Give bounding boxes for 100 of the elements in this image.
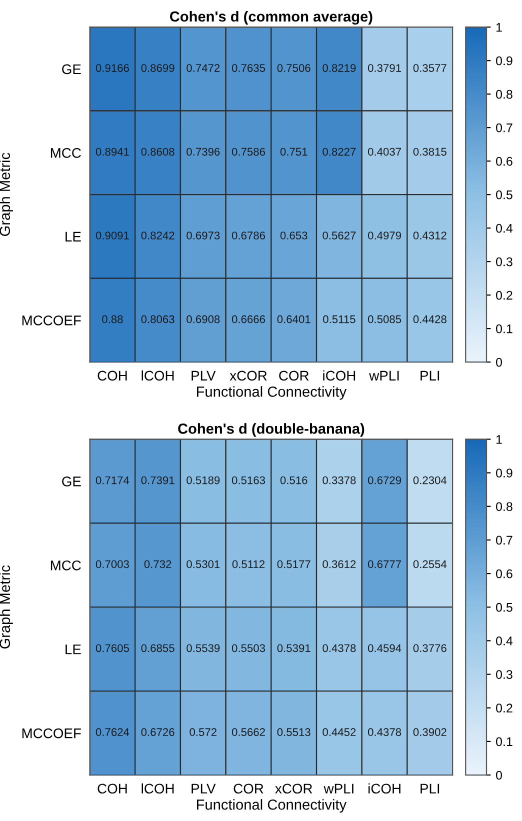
data-label: 0.7586 <box>232 148 266 156</box>
color-bar-label: 0.1 <box>496 324 512 334</box>
data-label: 0.7605 <box>96 644 129 652</box>
data-label: 0.8063 <box>141 315 174 324</box>
data-label: 0.5301 <box>186 560 220 568</box>
data-label: 0.5662 <box>232 728 265 736</box>
data-label: 0.88 <box>102 315 123 324</box>
color-bar-label: 0.8 <box>496 502 512 512</box>
y-tick-label: MCCOEF <box>22 316 81 326</box>
y-tick-label: MCC <box>50 560 81 570</box>
color-bar-label: 0.3 <box>496 670 512 679</box>
y-tick-label: MCCOEF <box>22 728 81 738</box>
x-tick-label: lCOH <box>142 370 174 381</box>
data-label: 0.8219 <box>322 64 356 72</box>
data-label: 0.5539 <box>186 644 220 652</box>
x-tick-label: PLV <box>192 784 216 794</box>
color-bar-label: 0.6 <box>496 569 512 578</box>
color-bar-label: 0.9 <box>496 468 512 478</box>
data-label: 0.6729 <box>368 476 402 484</box>
data-label: 0.7635 <box>232 64 266 72</box>
chart-title: Cohen's d (common average) <box>170 10 372 25</box>
data-label: 0.8242 <box>141 232 174 240</box>
data-label: 0.3815 <box>413 148 446 156</box>
data-label: 0.7174 <box>96 476 130 484</box>
data-label: 0.5513 <box>277 728 310 736</box>
data-label: 0.3612 <box>322 560 356 568</box>
data-label: 0.8699 <box>141 64 174 72</box>
data-label: 0.4312 <box>413 232 446 240</box>
data-label: 0.6908 <box>186 315 220 324</box>
data-label: 0.6786 <box>232 232 266 240</box>
data-label: 0.5391 <box>277 644 310 652</box>
color-bar-label: 1 <box>496 435 502 444</box>
color-bar-label: 0.2 <box>496 704 512 713</box>
data-label: 0.4428 <box>413 315 446 324</box>
data-label: 0.4378 <box>322 644 356 652</box>
data-label: 0.5112 <box>232 560 265 568</box>
data-label: 0.6666 <box>232 315 266 324</box>
y-tick-label: LE <box>66 644 81 654</box>
data-label: 0.7003 <box>96 560 129 568</box>
color-bar-label: 0.7 <box>496 123 512 132</box>
color-bar-label: 0.5 <box>496 190 512 200</box>
data-label: 0.7396 <box>186 148 220 156</box>
data-label: 0.3577 <box>413 64 446 72</box>
data-label: 0.3902 <box>413 728 446 736</box>
data-label: 0.8941 <box>96 148 129 156</box>
color-bar-label: 0 <box>496 358 502 367</box>
data-label: 0.5503 <box>232 644 266 652</box>
data-label: 0.4979 <box>368 232 402 240</box>
color-bar-label: 1 <box>496 23 502 32</box>
color-bar-label: 0.4 <box>496 224 513 233</box>
data-label: 0.516 <box>280 476 308 484</box>
x-tick-label: COR <box>279 370 309 381</box>
x-tick-label: xCOR <box>275 784 312 794</box>
data-label: 0.3378 <box>322 476 356 484</box>
data-label: 0.7391 <box>141 476 174 484</box>
y-tick-label: GE <box>62 64 81 74</box>
y-tick-label: GE <box>62 476 81 486</box>
chart-title: Cohen's d (double-banana) <box>178 423 364 437</box>
y-tick-label: MCC <box>50 148 81 158</box>
data-label: 0.732 <box>144 560 172 568</box>
data-label: 0.4037 <box>368 148 401 156</box>
x-tick-label: PLI <box>420 784 440 794</box>
color-bar-label: 0.1 <box>496 737 512 746</box>
data-label: 0.751 <box>280 148 308 156</box>
data-label: 0.6401 <box>277 315 310 324</box>
data-label: 0.572 <box>190 728 216 736</box>
color-bar-label: 0 <box>496 770 502 780</box>
data-label: 0.5163 <box>232 476 266 484</box>
data-label: 0.7624 <box>96 728 130 736</box>
x-tick-label: PLV <box>192 370 216 380</box>
data-label: 0.5115 <box>323 315 356 324</box>
data-label: 0.4378 <box>368 728 402 736</box>
data-label: 0.7472 <box>186 64 220 72</box>
data-label: 0.3776 <box>413 644 446 652</box>
color-bar-label: 0.8 <box>496 90 512 99</box>
data-label: 0.4452 <box>322 728 356 736</box>
data-label: 0.5177 <box>277 560 310 568</box>
color-bar-label: 0.5 <box>496 602 512 612</box>
data-label: 0.8227 <box>322 148 356 156</box>
color-bar-label: 0.3 <box>496 257 512 266</box>
x-tick-label: PLI <box>420 370 440 380</box>
data-label: 0.9166 <box>96 64 129 72</box>
data-label: 0.5085 <box>368 315 402 324</box>
x-tick-label: COH <box>98 370 127 381</box>
data-label: 0.3791 <box>368 64 401 72</box>
data-label: 0.9091 <box>96 232 129 240</box>
x-tick-label: lCOH <box>142 783 174 794</box>
x-tick-label: wPLI <box>369 370 399 380</box>
x-tick-label: iCOH <box>368 783 400 794</box>
x-axis-title: Functional Connectivity <box>196 799 347 813</box>
color-bar-label: 0.7 <box>496 536 512 545</box>
data-label: 0.4594 <box>368 644 402 652</box>
data-label: 0.2304 <box>413 476 447 484</box>
color-bar-label: 0.2 <box>496 290 512 300</box>
x-tick-label: COH <box>98 784 127 794</box>
x-tick-label: wPLI <box>324 784 354 794</box>
x-tick-label: xCOR <box>230 370 267 381</box>
x-axis-title: Functional Connectivity <box>196 386 347 400</box>
x-tick-label: COR <box>234 784 264 794</box>
x-tick-label: iCOH <box>323 370 356 381</box>
